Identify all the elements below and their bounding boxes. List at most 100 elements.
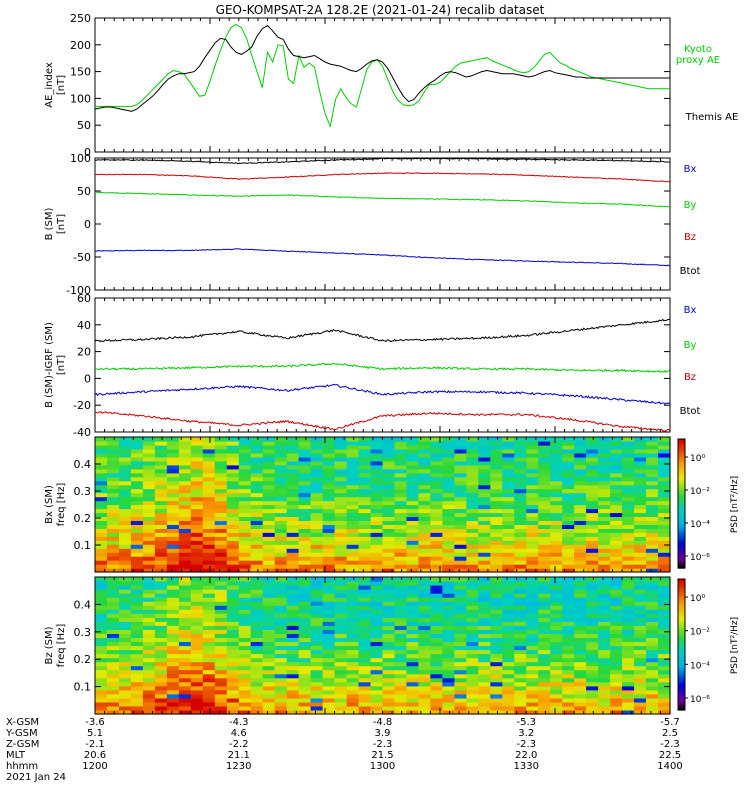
psd-cell (538, 564, 551, 569)
psd-cell (226, 693, 240, 699)
psd-cell (334, 464, 348, 470)
psd-cell (526, 484, 539, 490)
psd-cell (370, 568, 384, 573)
psd-cell (526, 697, 539, 703)
psd-cell (406, 560, 420, 565)
psd-cell (454, 677, 467, 683)
psd-cell (119, 452, 132, 458)
psd-cell (130, 552, 144, 557)
psd-cell (119, 581, 132, 586)
psd-cell (190, 689, 204, 695)
psd-cell (274, 705, 288, 711)
psd-cell (346, 637, 360, 642)
psd-cell (358, 512, 372, 517)
psd-cell (502, 681, 515, 687)
psd-cell (454, 504, 467, 510)
psd-cell (502, 552, 515, 557)
psd-cell (262, 528, 276, 533)
psd-cell (346, 629, 360, 634)
psd-cell (322, 593, 336, 598)
psd-cell (430, 661, 443, 667)
psd-cell (598, 589, 611, 594)
psd-cell (394, 705, 408, 711)
psd-cell (346, 444, 360, 450)
psd-cell (262, 452, 276, 458)
psd-cell (226, 456, 240, 462)
psd-cell (178, 476, 192, 482)
psd-cell (490, 468, 503, 474)
psd-cell (574, 520, 587, 525)
psd-cell (130, 460, 144, 466)
psd-cell (238, 452, 252, 458)
psd-cell (214, 500, 228, 506)
psd-cell (490, 625, 503, 630)
psd-cell (502, 532, 515, 537)
psd-cell (370, 673, 384, 679)
psd-cell (646, 601, 659, 606)
psd-cell (346, 504, 360, 510)
psd-cell (166, 456, 180, 462)
psd-cell (538, 456, 551, 462)
psd-cell (142, 504, 156, 510)
psd-cell (119, 512, 132, 517)
psd-cell (119, 609, 132, 614)
psd-cell (454, 536, 467, 541)
psd-cell (346, 661, 360, 667)
psd-cell (514, 693, 527, 699)
psd-cell (346, 710, 360, 715)
psd-cell (119, 677, 132, 683)
psd-cell (550, 669, 563, 675)
psd-cell (610, 633, 623, 638)
psd-cell (310, 548, 324, 553)
psd-cell (454, 657, 467, 663)
psd-cell (394, 492, 408, 498)
psd-cell (430, 685, 443, 691)
psd-cell (226, 625, 240, 630)
colorbar-cell (678, 445, 685, 449)
psd-cell (430, 464, 443, 470)
psd-cell (622, 560, 635, 565)
psd-cell (466, 633, 479, 638)
psd-cell (454, 705, 467, 711)
psd-cell (574, 601, 587, 606)
psd-cell (382, 512, 396, 517)
psd-cell (490, 657, 503, 663)
psd-cell (214, 625, 228, 630)
psd-cell (538, 468, 551, 474)
psd-cell (478, 637, 491, 642)
psd-cell (310, 689, 324, 695)
psd-cell (622, 705, 635, 711)
psd-cell (95, 448, 108, 454)
psd-cell (107, 689, 120, 695)
psd-cell (430, 609, 443, 614)
psd-cell (394, 625, 408, 630)
colorbar-cell (678, 464, 685, 468)
psd-cell (478, 552, 491, 557)
psd-cell (298, 617, 312, 622)
psd-cell (646, 697, 659, 703)
psd-cell (142, 657, 156, 663)
psd-cell (214, 492, 228, 498)
psd-cell (574, 476, 587, 482)
psd-cell (154, 524, 168, 529)
psd-cell (190, 468, 204, 474)
psd-cell (95, 496, 108, 502)
psd-cell (190, 444, 204, 450)
psd-cell (107, 621, 120, 626)
psd-cell (394, 653, 408, 659)
psd-cell (322, 605, 336, 610)
psd-cell (226, 589, 240, 594)
psd-cell (262, 508, 276, 514)
psd-cell (154, 568, 168, 573)
psd-cell (334, 637, 348, 642)
colorbar-cell (678, 659, 685, 663)
psd-cell (634, 444, 647, 450)
psd-cell (394, 657, 408, 663)
psd-cell (490, 665, 503, 671)
psd-cell (226, 441, 240, 446)
psd-cell (550, 653, 563, 659)
psd-cell (142, 552, 156, 557)
psd-cell (610, 468, 623, 474)
psd-cell (538, 701, 551, 707)
psd-cell (166, 669, 180, 675)
